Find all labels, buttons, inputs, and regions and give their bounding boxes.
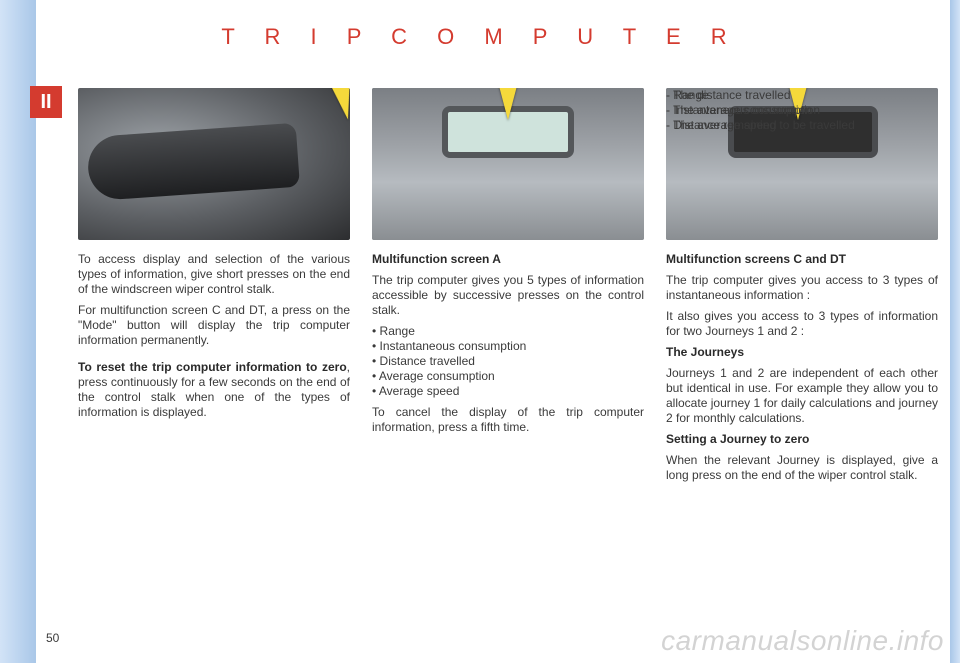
- watermark: carmanualsonline.info: [661, 625, 944, 657]
- col2-bullet-list: Range Instantaneous consumption Distance…: [372, 324, 644, 399]
- chapter-badge: II: [30, 86, 62, 118]
- col2-paragraph-2: To cancel the display of the trip comput…: [372, 405, 644, 435]
- column-3: Multifunction screens C and DT The trip …: [666, 88, 938, 489]
- list-item: Average consumption: [372, 369, 644, 384]
- arrow-icon: [498, 88, 518, 120]
- list-item: Average speed: [372, 384, 644, 399]
- col2-heading: Multifunction screen A: [372, 252, 644, 267]
- col1-paragraph-2: For multifunction screen C and DT, a pre…: [78, 303, 350, 348]
- arrow-icon: [330, 88, 350, 122]
- column-1: To access display and selection of the v…: [78, 88, 350, 426]
- col1-paragraph-1: To access display and selection of the v…: [78, 252, 350, 297]
- reset-bold: To reset the trip computer information t…: [78, 360, 347, 374]
- list-item: Range: [372, 324, 644, 339]
- list-item: The average consumption: [666, 103, 938, 118]
- col3-dash-list-2: The distance travelled The average consu…: [666, 88, 938, 489]
- stalk-shape: [86, 123, 300, 201]
- list-item: Distance travelled: [372, 354, 644, 369]
- list-item: The distance travelled: [666, 88, 938, 103]
- page-title: T R I P C O M P U T E R: [0, 24, 960, 50]
- list-item: Instantaneous consumption: [372, 339, 644, 354]
- col2-paragraph-1: The trip computer gives you 5 types of i…: [372, 273, 644, 318]
- page-number: 50: [46, 631, 59, 645]
- illustration-wiper-stalk: [78, 88, 350, 240]
- list-item: The average speed: [666, 118, 938, 133]
- right-page-bar: [950, 0, 960, 663]
- col1-reset-paragraph: To reset the trip computer information t…: [78, 360, 350, 420]
- column-2: Multifunction screen A The trip computer…: [372, 88, 644, 441]
- illustration-dashboard-a: [372, 88, 644, 240]
